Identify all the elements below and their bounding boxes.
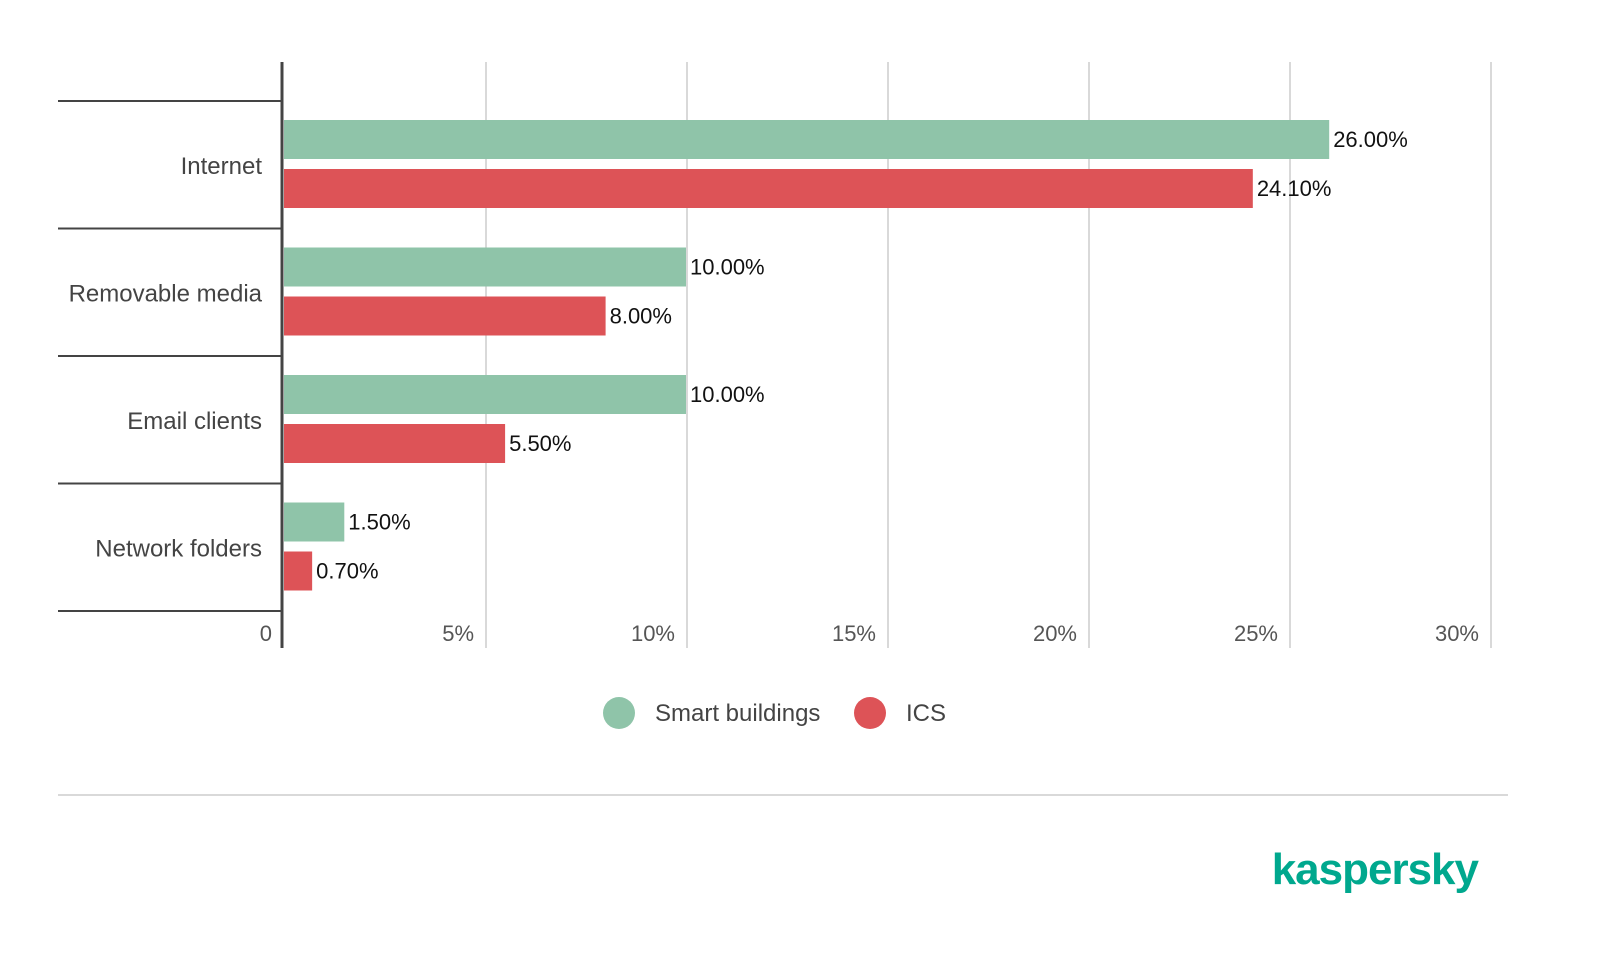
x-tick-label: 15% <box>832 621 876 646</box>
bar-smart-buildings <box>284 120 1330 159</box>
bar-ics <box>284 424 506 463</box>
legend-label: ICS <box>906 700 946 727</box>
x-tick-label: 25% <box>1234 621 1278 646</box>
legend-marker <box>603 697 635 729</box>
data-label: 10.00% <box>690 382 765 407</box>
bar-smart-buildings <box>284 502 345 542</box>
bar-smart-buildings <box>284 375 686 414</box>
x-tick-label: 10% <box>631 621 675 646</box>
bar-smart-buildings <box>284 247 686 287</box>
category-label: Email clients <box>127 408 262 435</box>
legend-marker <box>854 697 886 729</box>
data-label: 1.50% <box>348 510 410 535</box>
data-label: 0.70% <box>316 559 378 584</box>
data-label: 26.00% <box>1333 127 1408 152</box>
data-label: 5.50% <box>509 431 571 456</box>
bar-ics <box>284 551 313 591</box>
data-label: 24.10% <box>1257 176 1332 201</box>
bar-ics <box>284 296 606 336</box>
x-tick-label: 20% <box>1033 621 1077 646</box>
data-label: 10.00% <box>690 255 765 280</box>
data-label: 8.00% <box>610 304 672 329</box>
bar-ics <box>284 169 1253 208</box>
category-label: Removable media <box>69 280 263 307</box>
kaspersky-logo: kaspersky <box>1272 845 1480 894</box>
category-label: Network folders <box>95 535 262 562</box>
x-tick-label: 0 <box>260 621 272 646</box>
legend-label: Smart buildings <box>655 700 820 727</box>
x-tick-label: 5% <box>442 621 474 646</box>
category-label: Internet <box>181 153 263 180</box>
x-tick-label: 30% <box>1435 621 1479 646</box>
